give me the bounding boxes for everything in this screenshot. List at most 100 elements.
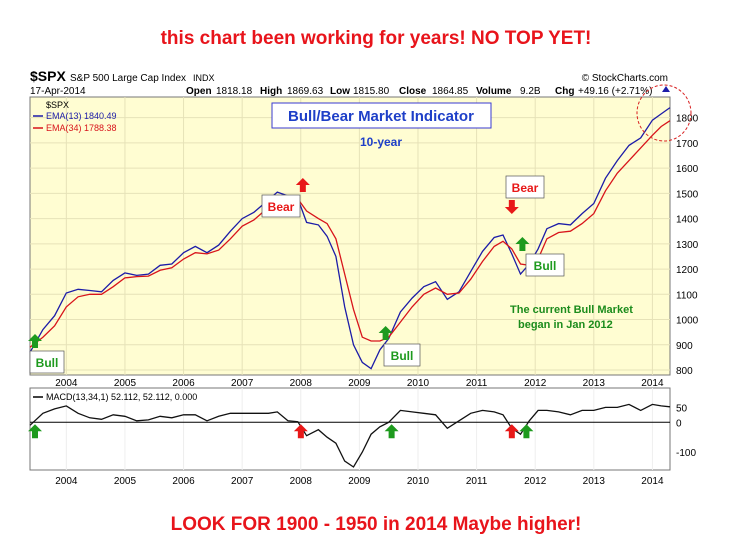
price-year-label: 2007 (231, 378, 254, 389)
price-year-label: 2008 (290, 378, 313, 389)
price-year-label: 2005 (114, 378, 137, 389)
price-tick-label: 1700 (676, 139, 699, 150)
bull-market-note-line2: began in Jan 2012 (518, 319, 613, 331)
price-year-label: 2011 (466, 378, 488, 389)
bull-label-box (383, 343, 421, 367)
macd-time-axis: 2004 2005 2006 2007 2008 2009 2010 2011 2012 2013… (55, 476, 664, 487)
low-label: Low (330, 86, 350, 97)
price-panel (29, 96, 671, 376)
macd-panel (29, 387, 671, 471)
close-label: Close (399, 86, 427, 97)
price-tick-label: 1600 (676, 164, 699, 175)
macd-tick-label: 50 (676, 403, 688, 414)
bull-arrow-icon (28, 334, 42, 348)
macd-year-label: 2006 (172, 476, 195, 487)
volume-label: Volume (476, 86, 512, 97)
chart-exchange: INDX (193, 73, 215, 83)
signal-annotations: Bull Bull Bull Bear Bear (28, 175, 565, 374)
chart-title-box (271, 102, 492, 129)
chart-title: Bull/Bear Market Indicator (288, 108, 474, 125)
price-tick-label: 1400 (676, 215, 699, 226)
high-value: 1869.63 (287, 86, 324, 97)
legend-ema13-label: EMA(13) 1840.49 (46, 111, 117, 121)
price-tick-label: 900 (676, 341, 693, 352)
macd-year-label: 2010 (407, 476, 430, 487)
price-lines (29, 107, 671, 370)
chart-index-name: S&P 500 Large Cap Index (70, 73, 186, 84)
bull-label-text: Bull (36, 356, 59, 370)
volume-value: 9.2B (520, 86, 541, 97)
bull-label-box (525, 253, 565, 277)
bull-arrow-icon (515, 237, 530, 251)
chart-options-triangle-icon[interactable] (662, 86, 670, 92)
close-value: 1864.85 (432, 86, 469, 97)
bear-label-text: Bear (268, 200, 295, 214)
macd-year-label: 2004 (55, 476, 78, 487)
macd-panel-grid (30, 388, 670, 470)
macd-bear-arrow-icon (293, 424, 308, 439)
open-label: Open (186, 86, 212, 97)
open-value: 1818.18 (216, 86, 253, 97)
price-tick-label: 1100 (676, 290, 698, 301)
chg-label: Chg (555, 86, 574, 97)
macd-bull-arrow-icon (519, 424, 534, 439)
bottom-caption: LOOK FOR 1900 - 1950 in 2014 Maybe highe… (170, 514, 582, 535)
bear-label-box (505, 175, 545, 199)
bull-label-text: Bull (534, 259, 557, 273)
price-tick-label: 1800 (676, 114, 699, 125)
bear-label-text: Bear (512, 181, 539, 195)
price-tick-label: 1000 (676, 316, 699, 327)
price-tick-label: 1300 (676, 240, 699, 251)
bull-market-note-line1: The current Bull Market (510, 304, 633, 316)
price-year-label: 2012 (524, 378, 547, 389)
ema13-line (29, 107, 671, 370)
ema34-line (29, 120, 671, 348)
price-tick-label: 1500 (676, 189, 699, 200)
macd-year-label: 2009 (348, 476, 371, 487)
bear-arrow-icon (504, 200, 519, 214)
bull-label-text: Bull (391, 349, 414, 363)
macd-year-label: 2005 (114, 476, 137, 487)
macd-line (29, 403, 671, 468)
price-year-label: 2010 (407, 378, 430, 389)
macd-year-label: 2013 (583, 476, 606, 487)
legend-header: $SPX (46, 100, 69, 110)
price-year-label: 2014 (641, 378, 664, 389)
price-tick-label: 800 (676, 366, 693, 377)
price-year-label: 2013 (583, 378, 606, 389)
bull-label-box (29, 350, 65, 374)
chart-symbol: $SPX (30, 68, 66, 84)
price-axis-ticks: 800 900 1000 1100 1200 1300 1400 1500 1600 1700 18… (676, 114, 699, 377)
latest-high-circle (636, 84, 692, 142)
macd-year-label: 2007 (231, 476, 254, 487)
price-year-label: 2006 (172, 378, 195, 389)
macd-year-label: 2008 (290, 476, 313, 487)
macd-bull-arrow-icon (384, 424, 399, 439)
legend-ema34-label: EMA(34) 1788.38 (46, 123, 117, 133)
bull-arrow-icon (378, 326, 393, 340)
macd-label: MACD(13,34,1) 52.112, 52.112, 0.000 (46, 392, 197, 402)
price-tick-label: 1200 (676, 265, 699, 276)
bear-arrow-icon (295, 178, 310, 192)
macd-axis-ticks: -100 0 50 (676, 403, 696, 459)
bear-label-box (261, 194, 301, 218)
macd-series-line (29, 403, 671, 468)
chg-value: +49.16 (+2.71%) (578, 86, 653, 97)
macd-bull-arrow-icon (28, 424, 42, 439)
low-value: 1815.80 (353, 86, 390, 97)
price-time-axis: 2004 2005 2006 2007 2008 2009 2010 2011 2012 2013… (55, 378, 664, 389)
macd-tick-label: -100 (676, 448, 696, 459)
macd-year-label: 2011 (466, 476, 488, 487)
price-year-label: 2004 (55, 378, 78, 389)
chart-source: © StockCharts.com (582, 73, 668, 84)
price-year-label: 2009 (348, 378, 371, 389)
macd-bear-arrow-icon (504, 424, 519, 439)
macd-year-label: 2014 (641, 476, 664, 487)
chart-subtitle: 10-year (360, 135, 402, 149)
chart-date: 17-Apr-2014 (30, 86, 86, 97)
macd-year-label: 2012 (524, 476, 547, 487)
macd-signal-arrows (28, 424, 534, 439)
high-label: High (260, 86, 282, 97)
top-caption: this chart been working for years! NO TO… (160, 28, 592, 49)
